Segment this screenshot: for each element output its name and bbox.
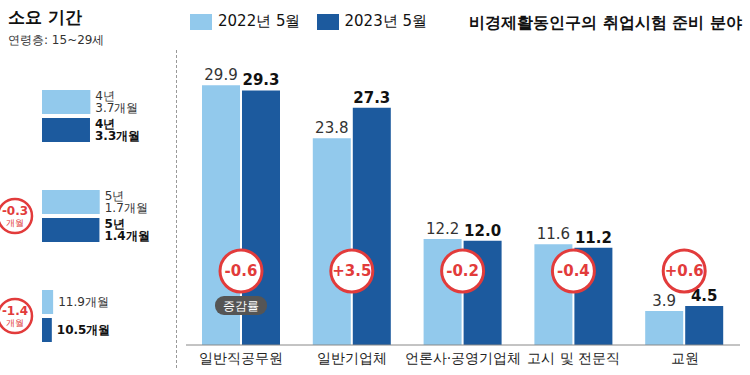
svg-text:12.0: 12.0	[464, 222, 501, 240]
svg-text:29.3: 29.3	[242, 71, 279, 89]
svg-text:언론사·공영기업체: 언론사·공영기업체	[405, 350, 521, 366]
html-text:2022년 5월: 2022년 5월	[218, 12, 301, 30]
svg-text:23.8: 23.8	[315, 119, 348, 137]
svg-text:고시 및 전문직: 고시 및 전문직	[527, 350, 620, 366]
svg-text:4년3.7개월: 4년3.7개월	[95, 89, 138, 115]
svg-text:11.9개월: 11.9개월	[58, 295, 109, 309]
html-text:2023년 5월: 2023년 5월	[344, 12, 427, 30]
html-text:소요 기간: 소요 기간	[8, 7, 82, 27]
svg-text:-0.4: -0.4	[557, 262, 590, 280]
svg-text:교원: 교원	[671, 350, 699, 366]
svg-text:10.5개월: 10.5개월	[57, 323, 111, 337]
svg-text:27.3: 27.3	[353, 89, 390, 107]
svg-text:+0.6: +0.6	[665, 262, 704, 280]
html-text:비경제활동인구의 취업시험 준비 분야: 비경제활동인구의 취업시험 준비 분야	[469, 13, 742, 32]
svg-text:개월: 개월	[6, 318, 24, 328]
html-text:연령층: 15~29세: 연령층: 15~29세	[8, 33, 105, 47]
svg-text:11.2: 11.2	[575, 229, 612, 247]
svg-text:-0.3: -0.3	[2, 204, 28, 218]
svg-text:4.5: 4.5	[690, 286, 718, 305]
svg-text:29.9: 29.9	[204, 66, 237, 84]
svg-text:-1.4: -1.4	[2, 304, 28, 318]
svg-text:+3.5: +3.5	[332, 262, 371, 280]
svg-text:일반기업체: 일반기업체	[317, 350, 387, 366]
svg-text:11.6: 11.6	[537, 225, 570, 243]
svg-text:-0.6: -0.6	[225, 262, 258, 280]
svg-text:12.2: 12.2	[426, 220, 459, 238]
svg-text:3.9: 3.9	[652, 292, 676, 310]
svg-text:일반직공무원: 일반직공무원	[199, 350, 283, 366]
svg-text:5년1.7개월: 5년1.7개월	[105, 189, 148, 215]
svg-text:4년3.3개월: 4년3.3개월	[95, 117, 140, 143]
svg-text:개월: 개월	[6, 218, 24, 228]
svg-text:-0.2: -0.2	[446, 262, 479, 280]
svg-text:증감률: 증감률	[223, 299, 259, 313]
svg-text:5년1.4개월: 5년1.4개월	[104, 217, 149, 243]
